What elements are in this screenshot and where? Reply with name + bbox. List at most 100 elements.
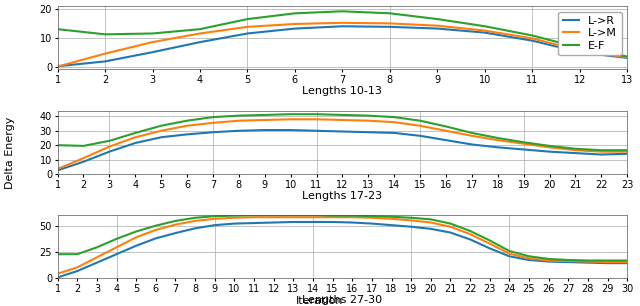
Text: Delta Energy: Delta Energy <box>4 117 15 189</box>
E-F <box>54 27 61 31</box>
E-F <box>546 144 554 148</box>
L->M <box>604 260 611 264</box>
E-F <box>407 216 415 220</box>
E-F <box>564 258 572 262</box>
L->R <box>584 261 592 264</box>
Line: L->M: L->M <box>58 23 627 67</box>
L->M <box>183 124 191 128</box>
E-F <box>79 144 87 148</box>
E-F <box>486 239 493 242</box>
L->R <box>468 143 476 146</box>
L->M <box>131 136 139 139</box>
L->M <box>598 150 605 154</box>
E-F <box>584 259 592 262</box>
E-F <box>329 214 337 218</box>
L->R <box>270 221 278 224</box>
E-F <box>209 115 217 119</box>
L->R <box>447 231 454 234</box>
L->R <box>386 25 394 29</box>
E-F <box>54 252 61 256</box>
L->M <box>623 260 631 264</box>
L->R <box>529 39 536 43</box>
L->M <box>427 221 435 224</box>
L->R <box>546 150 554 154</box>
L->R <box>368 222 376 226</box>
L->M <box>481 29 489 32</box>
L->R <box>230 222 238 226</box>
L->R <box>486 247 493 250</box>
E-F <box>270 213 278 217</box>
Text: Iteration: Iteration <box>296 296 344 306</box>
E-F <box>113 237 120 241</box>
E-F <box>196 27 204 31</box>
L->R <box>209 130 217 134</box>
L->M <box>289 215 297 219</box>
L->M <box>152 228 159 232</box>
E-F <box>433 17 441 21</box>
E-F <box>623 55 631 58</box>
L->R <box>183 132 191 136</box>
L->M <box>520 142 527 146</box>
L->M <box>113 245 120 249</box>
E-F <box>309 213 317 217</box>
Line: E-F: E-F <box>58 215 627 260</box>
Line: L->R: L->R <box>58 222 627 278</box>
L->M <box>291 22 299 26</box>
L->M <box>416 124 424 128</box>
E-F <box>447 222 454 226</box>
L->M <box>407 218 415 222</box>
L->M <box>623 55 631 59</box>
E-F <box>172 219 179 223</box>
L->R <box>172 231 179 235</box>
L->R <box>289 220 297 224</box>
X-axis label: Lengths 17-23: Lengths 17-23 <box>302 191 383 201</box>
E-F <box>604 259 611 262</box>
E-F <box>148 32 156 35</box>
L->R <box>261 128 269 132</box>
L->M <box>235 119 243 122</box>
E-F <box>416 119 424 122</box>
E-F <box>235 114 243 118</box>
E-F <box>291 12 299 15</box>
L->R <box>623 261 631 265</box>
L->R <box>416 134 424 138</box>
L->M <box>270 215 278 219</box>
L->M <box>529 36 536 40</box>
L->R <box>339 24 346 28</box>
L->R <box>244 32 252 35</box>
E-F <box>623 148 631 152</box>
L->R <box>481 31 489 35</box>
L->M <box>339 118 346 122</box>
Line: E-F: E-F <box>58 114 627 150</box>
L->M <box>101 52 109 55</box>
L->M <box>506 252 513 256</box>
L->R <box>598 153 605 156</box>
L->R <box>329 220 337 224</box>
L->M <box>494 138 502 142</box>
E-F <box>287 112 294 116</box>
L->R <box>309 220 317 224</box>
L->R <box>291 27 299 30</box>
X-axis label: Lengths 27-30: Lengths 27-30 <box>302 295 383 305</box>
X-axis label: Lengths 10-13: Lengths 10-13 <box>303 86 382 96</box>
L->M <box>390 120 398 124</box>
E-F <box>623 259 631 262</box>
E-F <box>132 230 140 233</box>
E-F <box>261 113 269 117</box>
E-F <box>525 255 533 258</box>
E-F <box>157 124 165 128</box>
E-F <box>468 131 476 135</box>
Line: L->M: L->M <box>58 119 627 169</box>
L->M <box>54 65 61 69</box>
L->M <box>623 150 631 154</box>
L->R <box>113 252 120 256</box>
L->M <box>576 49 584 53</box>
L->M <box>148 40 156 44</box>
E-F <box>545 257 552 261</box>
L->R <box>364 130 372 134</box>
L->M <box>309 215 317 219</box>
E-F <box>339 9 346 13</box>
E-F <box>427 218 435 221</box>
L->M <box>564 259 572 263</box>
L->R <box>564 260 572 264</box>
